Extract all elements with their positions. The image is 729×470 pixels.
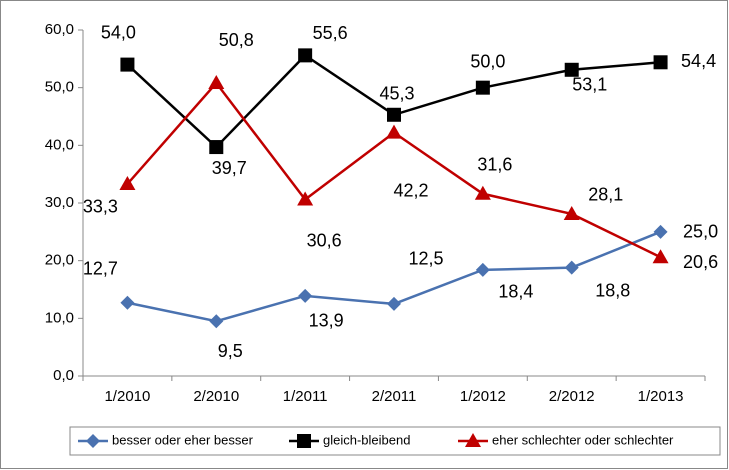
y-tick-label: 10,0 bbox=[45, 309, 74, 326]
x-tick-label: 2/2012 bbox=[549, 388, 595, 405]
y-tick-label: 30,0 bbox=[45, 194, 74, 211]
data-label: 55,6 bbox=[313, 23, 348, 43]
marker bbox=[387, 296, 401, 311]
marker bbox=[653, 55, 668, 70]
data-label: 42,2 bbox=[393, 180, 428, 200]
marker bbox=[298, 288, 313, 303]
marker bbox=[465, 433, 481, 447]
marker bbox=[652, 249, 669, 264]
marker bbox=[564, 62, 579, 77]
y-tick-label: 60,0 bbox=[45, 21, 74, 38]
y-tick-label: 40,0 bbox=[45, 136, 74, 153]
data-label: 25,0 bbox=[683, 222, 718, 242]
marker bbox=[475, 262, 490, 277]
data-label: 45,3 bbox=[379, 84, 414, 104]
marker bbox=[120, 295, 135, 310]
data-label: 31,6 bbox=[477, 155, 512, 175]
data-label: 54,0 bbox=[101, 22, 136, 42]
marker bbox=[297, 434, 311, 448]
marker bbox=[563, 205, 580, 220]
x-tick-label: 1/2013 bbox=[638, 388, 684, 405]
x-tick-label: 2/2011 bbox=[372, 388, 417, 405]
x-tick-label: 1/2012 bbox=[460, 388, 506, 405]
data-label: 28,1 bbox=[588, 185, 623, 205]
marker bbox=[475, 80, 490, 95]
marker bbox=[564, 260, 579, 275]
marker bbox=[474, 185, 491, 200]
marker bbox=[653, 224, 668, 239]
legend-box bbox=[69, 426, 721, 456]
legend-label: gleich-bleibend bbox=[323, 432, 410, 447]
data-label: 18,8 bbox=[595, 280, 630, 300]
marker bbox=[386, 124, 402, 139]
data-label: 54,4 bbox=[681, 51, 716, 71]
data-label: 33,3 bbox=[83, 197, 118, 217]
marker bbox=[298, 48, 313, 63]
marker bbox=[209, 140, 224, 155]
data-label: 12,5 bbox=[408, 249, 443, 269]
data-label: 50,8 bbox=[219, 30, 254, 50]
marker bbox=[208, 75, 225, 90]
data-label: 13,9 bbox=[309, 311, 344, 331]
x-tick-label: 1/2011 bbox=[283, 388, 328, 405]
marker bbox=[209, 314, 224, 329]
legend-label: besser oder eher besser bbox=[112, 432, 254, 447]
data-label: 18,4 bbox=[498, 282, 533, 302]
marker bbox=[387, 107, 401, 122]
data-label: 20,6 bbox=[683, 252, 718, 272]
x-tick-label: 2/2010 bbox=[193, 388, 239, 405]
marker bbox=[86, 434, 100, 448]
data-label: 39,7 bbox=[212, 158, 247, 178]
marker bbox=[120, 57, 135, 72]
data-label: 9,5 bbox=[218, 341, 243, 361]
data-label: 50,0 bbox=[470, 51, 505, 71]
data-label: 30,6 bbox=[307, 230, 342, 250]
marker bbox=[297, 191, 314, 206]
data-label: 12,7 bbox=[83, 259, 118, 279]
y-tick-label: 20,0 bbox=[45, 252, 74, 269]
marker bbox=[119, 175, 136, 190]
y-tick-label: 50,0 bbox=[45, 79, 74, 96]
legend-label: eher schlechter oder schlechter bbox=[492, 432, 674, 447]
x-tick-label: 1/2010 bbox=[104, 388, 150, 405]
y-tick-label: 0,0 bbox=[53, 367, 74, 384]
data-label: 53,1 bbox=[572, 75, 607, 95]
